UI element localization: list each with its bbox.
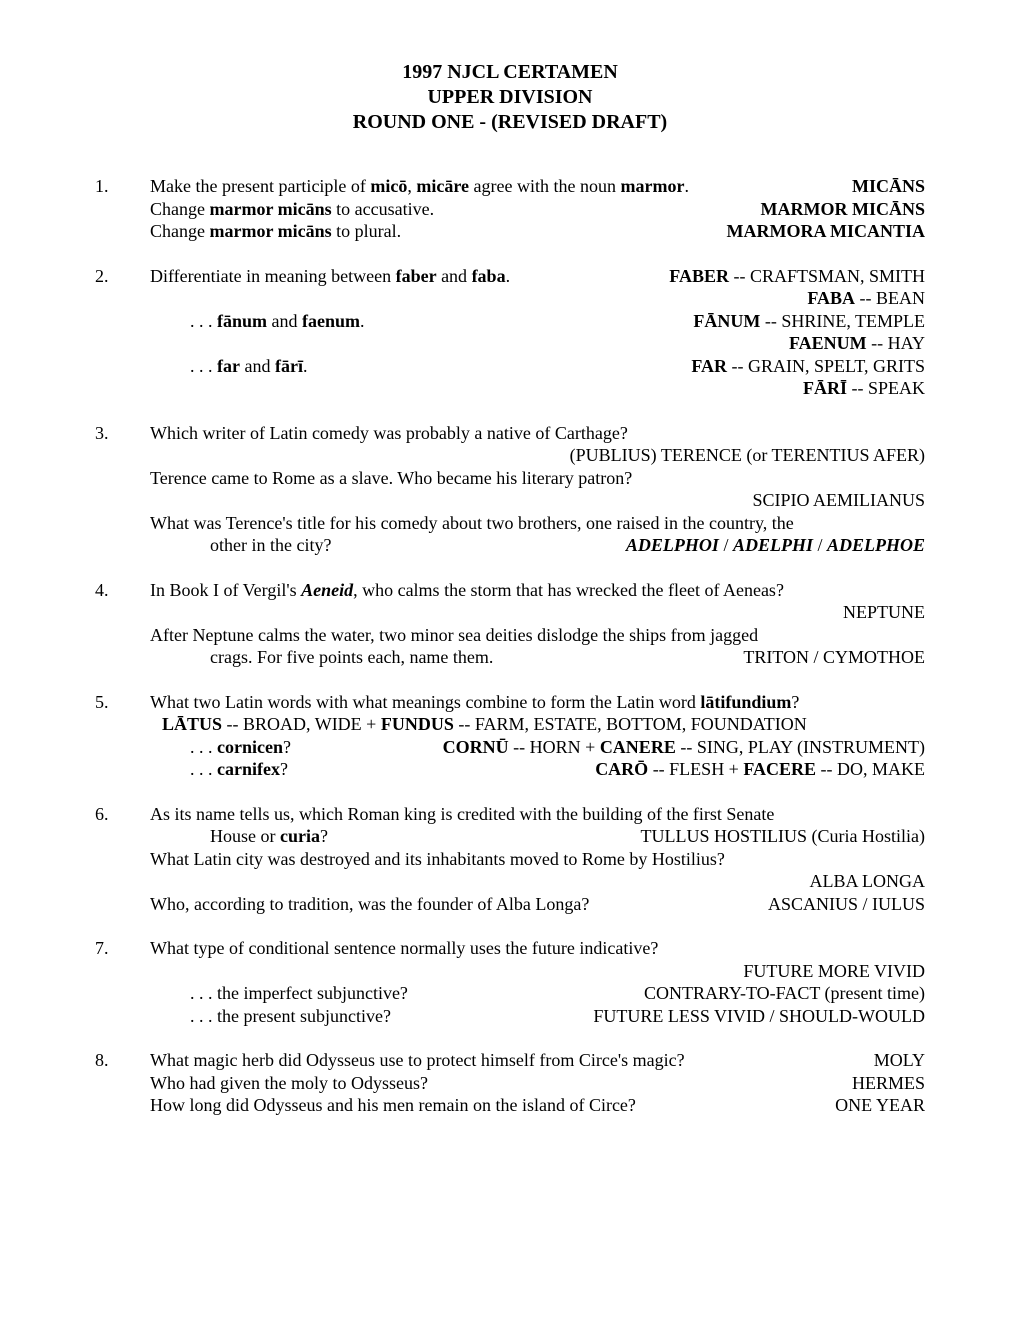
question-5: 5. What two Latin words with what meanin… bbox=[95, 691, 925, 781]
q1-ans3: MARMORA MICANTIA bbox=[727, 220, 925, 243]
q3-ans1: (PUBLIUS) TERENCE (or TERENTIUS AFER) bbox=[150, 444, 925, 467]
document-title: 1997 NJCL CERTAMEN UPPER DIVISION ROUND … bbox=[95, 60, 925, 135]
question-number: 8. bbox=[95, 1049, 150, 1117]
q7-ans3: FUTURE LESS VIVID / SHOULD-WOULD bbox=[593, 1005, 925, 1028]
q1-line3: Change marmor micāns to plural. bbox=[150, 220, 727, 243]
q3-line1: Which writer of Latin comedy was probabl… bbox=[150, 422, 925, 445]
q6-line3: Who, according to tradition, was the fou… bbox=[150, 893, 768, 916]
q2-ans2b: FAENUM -- HAY bbox=[150, 332, 925, 355]
q2-ans1b: FABA -- BEAN bbox=[150, 287, 925, 310]
question-number: 2. bbox=[95, 265, 150, 400]
q1-line2: Change marmor micāns to accusative. bbox=[150, 198, 761, 221]
question-number: 6. bbox=[95, 803, 150, 916]
q2-ans2: FĀNUM -- SHRINE, TEMPLE bbox=[693, 310, 925, 333]
question-number: 1. bbox=[95, 175, 150, 243]
q6-line1b: House or curia? bbox=[150, 825, 641, 848]
q5-line2: . . . cornicen? bbox=[150, 736, 443, 759]
title-line-3: ROUND ONE - (REVISED DRAFT) bbox=[95, 110, 925, 135]
q5-ans1: LĀTUS -- BROAD, WIDE + FUNDUS -- FARM, E… bbox=[150, 713, 925, 736]
title-line-1: 1997 NJCL CERTAMEN bbox=[95, 60, 925, 85]
q3-line3b: other in the city? bbox=[150, 534, 626, 557]
q2-line1: Differentiate in meaning between faber a… bbox=[150, 265, 669, 288]
q8-line1: What magic herb did Odysseus use to prot… bbox=[150, 1049, 874, 1072]
q8-ans2: HERMES bbox=[852, 1072, 925, 1095]
q4-line2a: After Neptune calms the water, two minor… bbox=[150, 624, 925, 647]
q2-ans1: FABER -- CRAFTSMAN, SMITH bbox=[669, 265, 925, 288]
q6-ans1: TULLUS HOSTILIUS (Curia Hostilia) bbox=[641, 825, 925, 848]
q5-ans3: CARŌ -- FLESH + FACERE -- DO, MAKE bbox=[595, 758, 925, 781]
question-4: 4. In Book I of Vergil's Aeneid, who cal… bbox=[95, 579, 925, 669]
q6-line1a: As its name tells us, which Roman king i… bbox=[150, 803, 925, 826]
q7-ans2: CONTRARY-TO-FACT (present time) bbox=[644, 982, 925, 1005]
q4-ans1: NEPTUNE bbox=[150, 601, 925, 624]
question-number: 4. bbox=[95, 579, 150, 669]
q1-ans2: MARMOR MICĀNS bbox=[761, 198, 925, 221]
question-number: 7. bbox=[95, 937, 150, 1027]
q6-line2: What Latin city was destroyed and its in… bbox=[150, 848, 925, 871]
q8-line3: How long did Odysseus and his men remain… bbox=[150, 1094, 835, 1117]
q2-ans3b: FĀRĪ -- SPEAK bbox=[150, 377, 925, 400]
q4-line1: In Book I of Vergil's Aeneid, who calms … bbox=[150, 579, 925, 602]
q6-ans3: ASCANIUS / IULUS bbox=[768, 893, 925, 916]
q7-line1: What type of conditional sentence normal… bbox=[150, 937, 925, 960]
q7-line2: . . . the imperfect subjunctive? bbox=[150, 982, 644, 1005]
q3-line3a: What was Terence's title for his comedy … bbox=[150, 512, 925, 535]
q7-ans1: FUTURE MORE VIVID bbox=[150, 960, 925, 983]
question-3: 3. Which writer of Latin comedy was prob… bbox=[95, 422, 925, 557]
q4-ans2: TRITON / CYMOTHOE bbox=[743, 646, 925, 669]
q3-ans3: ADELPHOI / ADELPHI / ADELPHOE bbox=[626, 534, 925, 557]
question-6: 6. As its name tells us, which Roman kin… bbox=[95, 803, 925, 916]
q3-ans2: SCIPIO AEMILIANUS bbox=[150, 489, 925, 512]
q2-ans3: FAR -- GRAIN, SPELT, GRITS bbox=[691, 355, 925, 378]
q5-line3: . . . carnifex? bbox=[150, 758, 595, 781]
q8-ans3: ONE YEAR bbox=[835, 1094, 925, 1117]
question-number: 5. bbox=[95, 691, 150, 781]
q7-line3: . . . the present subjunctive? bbox=[150, 1005, 593, 1028]
q5-line1: What two Latin words with what meanings … bbox=[150, 691, 925, 714]
question-1: 1. Make the present participle of micō, … bbox=[95, 175, 925, 243]
q2-line2: . . . fānum and faenum. bbox=[150, 310, 693, 333]
q2-line3: . . . far and fārī. bbox=[150, 355, 691, 378]
q8-ans1: MOLY bbox=[874, 1049, 925, 1072]
question-8: 8. What magic herb did Odysseus use to p… bbox=[95, 1049, 925, 1117]
q3-line2: Terence came to Rome as a slave. Who bec… bbox=[150, 467, 925, 490]
q8-line2: Who had given the moly to Odysseus? bbox=[150, 1072, 852, 1095]
q4-line2b: crags. For five points each, name them. bbox=[150, 646, 743, 669]
q5-ans2: CORNŪ -- HORN + CANERE -- SING, PLAY (IN… bbox=[443, 736, 925, 759]
q1-line1: Make the present participle of micō, mic… bbox=[150, 175, 852, 198]
question-7: 7. What type of conditional sentence nor… bbox=[95, 937, 925, 1027]
q6-ans2: ALBA LONGA bbox=[150, 870, 925, 893]
question-2: 2. Differentiate in meaning between fabe… bbox=[95, 265, 925, 400]
q1-ans1: MICĀNS bbox=[852, 175, 925, 198]
title-line-2: UPPER DIVISION bbox=[95, 85, 925, 110]
question-number: 3. bbox=[95, 422, 150, 557]
